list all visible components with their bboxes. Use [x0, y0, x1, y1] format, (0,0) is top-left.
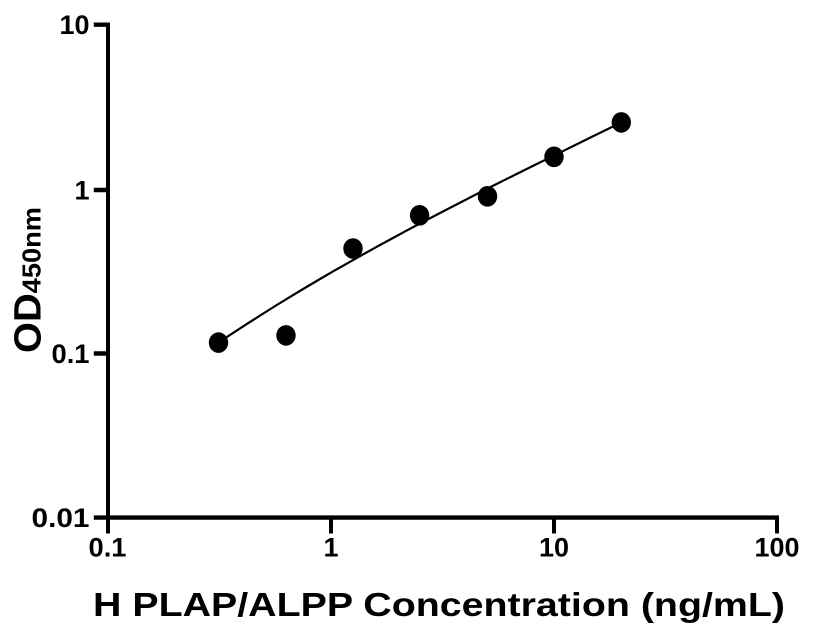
svg-text:0.1: 0.1: [89, 533, 127, 563]
svg-text:1: 1: [74, 176, 89, 206]
svg-text:10: 10: [539, 533, 569, 563]
svg-text:1: 1: [323, 533, 338, 563]
svg-text:100: 100: [755, 533, 800, 563]
svg-text:H PLAP/ALPP Concentration (ng/: H PLAP/ALPP Concentration (ng/mL): [93, 586, 785, 623]
svg-text:0.01: 0.01: [32, 503, 90, 533]
svg-text:10: 10: [60, 10, 90, 40]
svg-text:0.1: 0.1: [52, 339, 90, 369]
